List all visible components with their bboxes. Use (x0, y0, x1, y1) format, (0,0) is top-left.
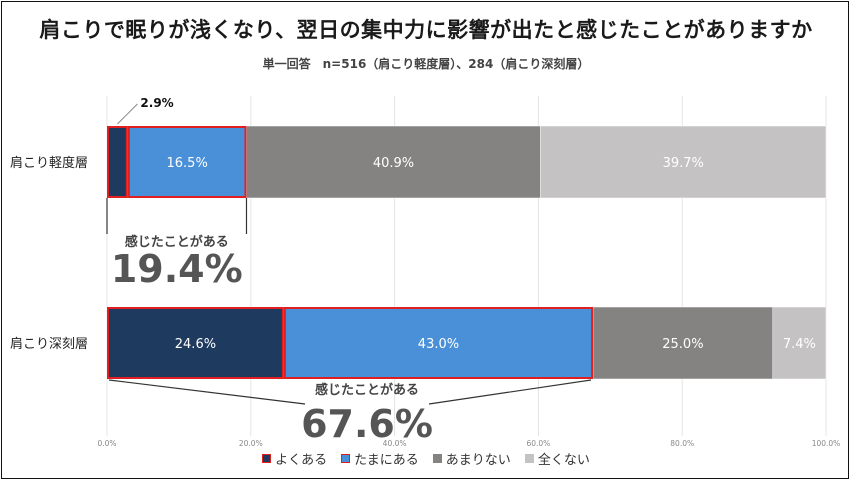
tick-label: 60.0% (526, 439, 550, 448)
data-label: 24.6% (175, 337, 216, 352)
bar-segment (106, 125, 129, 199)
legend-label: 全くない (537, 453, 590, 468)
annotation-value: 67.6% (301, 402, 433, 446)
highlight-outline (107, 307, 284, 379)
annotation-label: 感じたことがある (315, 382, 419, 398)
legend-item: たまにある (341, 449, 419, 468)
tick-label: 40.0% (383, 439, 407, 448)
bar-segment (592, 306, 774, 380)
data-label: 16.5% (167, 156, 208, 171)
bar-segment (540, 125, 827, 199)
annotation-value: 19.4% (111, 247, 243, 291)
bar-segment (106, 306, 285, 380)
legend: よくある たまにある あまりない 全くない (0, 449, 852, 468)
chart-subtitle: 単一回答 n=516（肩こり軽度層）、284（肩こり深刻層） (262, 57, 590, 71)
legend-swatch (341, 454, 351, 463)
highlight-outline (107, 126, 128, 198)
data-label: 39.7% (663, 156, 704, 171)
annotation-label: 感じたことがある (125, 234, 229, 250)
legend-label: たまにある (354, 453, 419, 468)
legend-label: よくある (275, 453, 328, 468)
category-label: 肩こり軽度層 (10, 155, 88, 171)
legend-swatch (524, 454, 534, 463)
tick-label: 20.0% (239, 439, 263, 448)
data-label: 2.9% (140, 96, 173, 110)
tick-label: 80.0% (670, 439, 694, 448)
highlight-outline (127, 126, 247, 198)
bracket-line (428, 379, 592, 405)
category-label: 肩こり深刻層 (10, 336, 88, 352)
bar-segment (127, 125, 247, 199)
data-label: 40.9% (373, 156, 414, 171)
legend-item: よくある (262, 449, 327, 468)
leader-line (117, 103, 138, 125)
legend-item: 全くない (524, 449, 590, 468)
tick-label: 100.0% (812, 439, 841, 448)
data-label: 43.0% (418, 337, 459, 352)
legend-swatch (262, 454, 272, 463)
tick-label: 0.0% (97, 439, 116, 448)
legend-item: あまりない (432, 449, 511, 468)
legend-label: あまりない (445, 453, 511, 468)
chart-title: 肩こりで眠りが浅くなり、翌日の集中力に影響が出たと感じたことがありますか (39, 18, 813, 42)
bracket-line (108, 379, 306, 405)
data-label: 25.0% (662, 337, 703, 352)
data-label: 7.4% (783, 337, 816, 352)
legend-swatch (432, 454, 442, 463)
bar-segment (772, 306, 827, 380)
bar-segment (283, 306, 594, 380)
highlight-outline (283, 307, 594, 379)
